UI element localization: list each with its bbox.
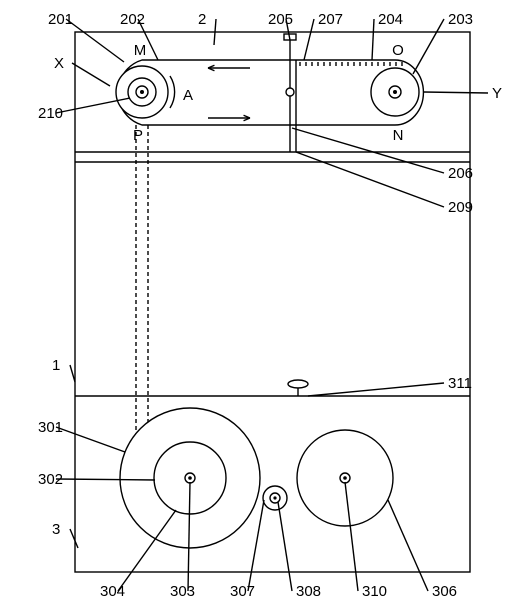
callout-209: 209: [448, 199, 473, 216]
callout-line-1: [70, 365, 75, 382]
callout-311: 311: [448, 375, 472, 392]
callout-2: 2: [198, 11, 206, 28]
callout-X: X: [54, 55, 64, 72]
inner-label-P: P: [133, 127, 143, 144]
callout-302: 302: [38, 471, 63, 488]
callout-307: 307: [230, 583, 255, 600]
inner-label-O: O: [392, 42, 404, 59]
knob: [288, 380, 308, 388]
inner-label-N: N: [393, 127, 404, 144]
callout-308: 308: [296, 583, 321, 600]
callout-207: 207: [318, 11, 343, 28]
callout-210: 210: [38, 105, 63, 122]
callout-202: 202: [120, 11, 145, 28]
callout-306: 306: [432, 583, 457, 600]
left-pulley-pin: [140, 90, 144, 94]
center-pin: [286, 88, 294, 96]
callout-1: 1: [52, 357, 60, 374]
callout-310: 310: [362, 583, 387, 600]
inner-label-M: M: [134, 42, 147, 59]
right-pulley-pin: [393, 90, 397, 94]
callout-203: 203: [448, 11, 473, 28]
callout-3: 3: [52, 521, 60, 538]
callout-206: 206: [448, 165, 473, 182]
callout-line-Y: [424, 92, 488, 93]
callout-303: 303: [170, 583, 195, 600]
callout-204: 204: [378, 11, 403, 28]
callout-Y: Y: [492, 85, 502, 102]
callout-304: 304: [100, 583, 125, 600]
callout-201: 201: [48, 11, 73, 28]
callout-line-302: [56, 479, 155, 480]
callout-205: 205: [268, 11, 293, 28]
callout-301: 301: [38, 419, 63, 436]
inner-label-A: A: [183, 87, 193, 104]
